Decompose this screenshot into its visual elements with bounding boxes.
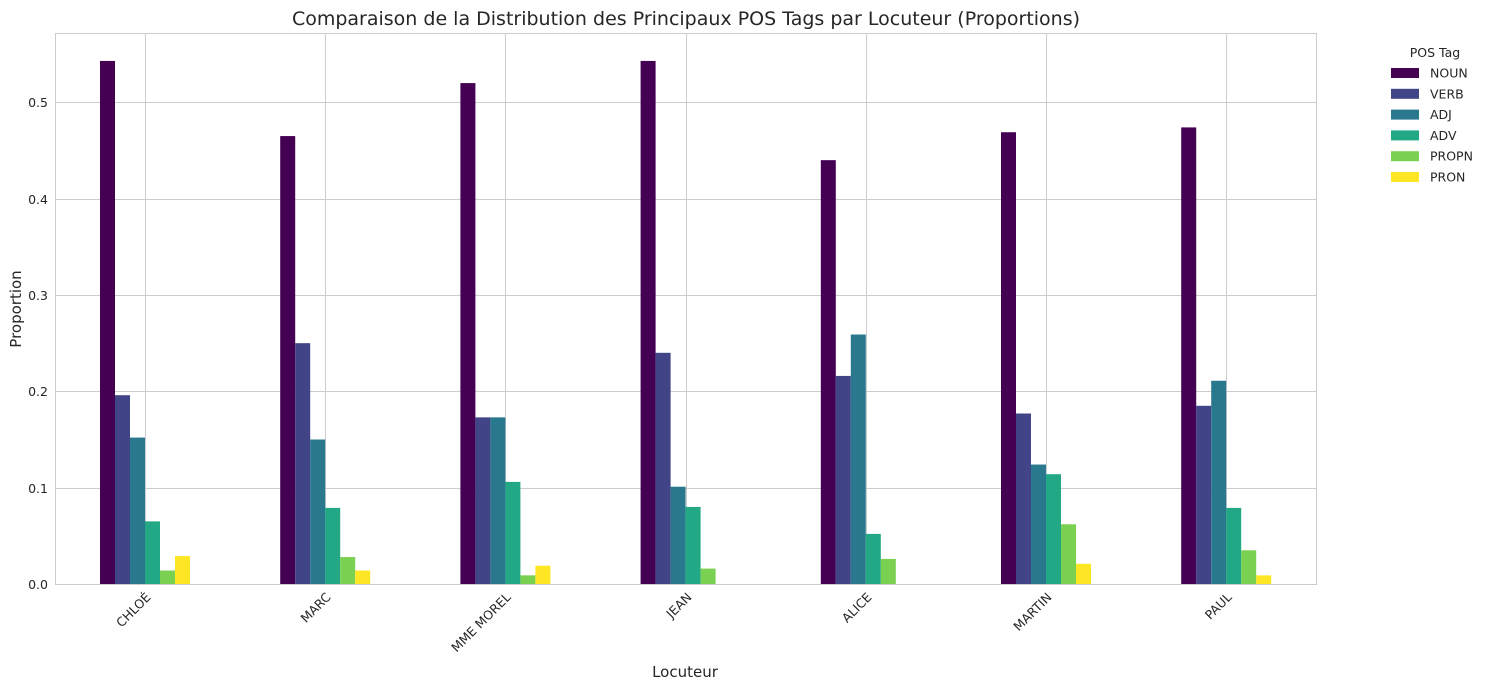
y-tick-label: 0.1 [28, 481, 48, 496]
bar-propn-2 [520, 575, 536, 584]
legend-swatch [1391, 130, 1419, 141]
bar-adv-6 [1226, 507, 1242, 584]
legend-items: NOUN VERB ADJ ADV PROPN PRON [1391, 66, 1473, 185]
bar-verb-2 [475, 417, 491, 584]
bar-propn-3 [700, 568, 716, 584]
bar-adj-0 [130, 437, 145, 584]
x-tick-label: MME MOREL [448, 589, 514, 655]
bar-noun-6 [1181, 127, 1197, 584]
legend-swatch [1391, 109, 1419, 120]
bar-noun-2 [460, 83, 476, 584]
bar-propn-1 [340, 557, 356, 584]
bar-pron-1 [355, 570, 371, 584]
bar-verb-5 [1016, 413, 1031, 584]
bar-adv-1 [325, 507, 341, 584]
legend-label: NOUN [1430, 66, 1468, 81]
bar-pron-0 [175, 556, 190, 584]
bar-noun-4 [820, 160, 836, 584]
legend-label: PRON [1430, 170, 1465, 185]
bar-adv-2 [505, 481, 521, 584]
legend-swatch [1391, 88, 1419, 99]
bar-propn-4 [880, 558, 896, 584]
y-tick-label: 0.5 [28, 95, 48, 110]
bar-verb-6 [1196, 405, 1212, 584]
bar-adv-0 [145, 521, 160, 584]
bar-propn-5 [1061, 524, 1076, 584]
bar-verb-3 [655, 352, 671, 584]
bar-adv-3 [685, 506, 701, 584]
y-tick-label: 0.3 [28, 288, 48, 303]
legend-label: VERB [1430, 86, 1464, 101]
legend: POS Tag NOUN VERB ADJ ADV PROPN PRON [1391, 45, 1473, 185]
y-tick-label: 0.2 [28, 384, 48, 399]
x-tick-label: PAUL [1202, 589, 1235, 622]
bars-layer [100, 60, 1272, 585]
x-tick-label: MARTIN [1010, 590, 1054, 634]
grid-layer [55, 33, 1316, 585]
x-tick-label: ALICE [839, 589, 875, 625]
legend-label: PROPN [1430, 149, 1473, 164]
bar-adj-2 [490, 417, 506, 584]
legend-swatch [1391, 68, 1419, 78]
y-axis-label: Proportion [7, 270, 25, 347]
bar-pron-5 [1076, 563, 1091, 584]
bar-adv-4 [865, 533, 881, 584]
legend-swatch [1391, 151, 1419, 162]
bar-verb-0 [115, 395, 130, 584]
legend-label: ADJ [1430, 107, 1452, 122]
bar-noun-5 [1001, 132, 1016, 584]
x-ticks: CHLOÉ MARC MME MOREL JEAN ALICE MARTIN PAUL [113, 589, 1235, 655]
bar-verb-4 [835, 375, 851, 584]
y-tick-label: 0.0 [28, 577, 48, 592]
bar-pron-2 [535, 565, 551, 584]
legend-label: ADV [1430, 128, 1457, 143]
bar-adj-4 [850, 334, 866, 584]
bar-noun-1 [280, 136, 296, 584]
bar-propn-0 [160, 570, 175, 584]
x-tick-label: MARC [297, 589, 333, 625]
bar-noun-0 [100, 60, 115, 585]
y-ticks: 0.0 0.1 0.2 0.3 0.4 0.5 [28, 95, 48, 592]
legend-title: POS Tag [1410, 45, 1460, 60]
bar-adv-5 [1046, 474, 1061, 584]
chart-title: Comparaison de la Distribution des Princ… [292, 8, 1080, 30]
bar-pron-6 [1256, 575, 1272, 584]
x-tick-label: CHLOÉ [113, 589, 154, 630]
bar-adj-1 [310, 439, 326, 584]
x-axis-label: Locuteur [652, 663, 719, 681]
legend-swatch [1391, 172, 1419, 182]
bar-verb-1 [295, 343, 311, 584]
bar-adj-5 [1031, 464, 1046, 584]
bar-adj-6 [1211, 380, 1227, 584]
bar-noun-3 [640, 60, 656, 585]
plot-frame [55, 33, 1317, 585]
y-tick-label: 0.4 [28, 192, 48, 207]
bar-adj-3 [670, 486, 686, 584]
x-tick-label: JEAN [662, 590, 694, 622]
bar-propn-6 [1241, 550, 1257, 584]
